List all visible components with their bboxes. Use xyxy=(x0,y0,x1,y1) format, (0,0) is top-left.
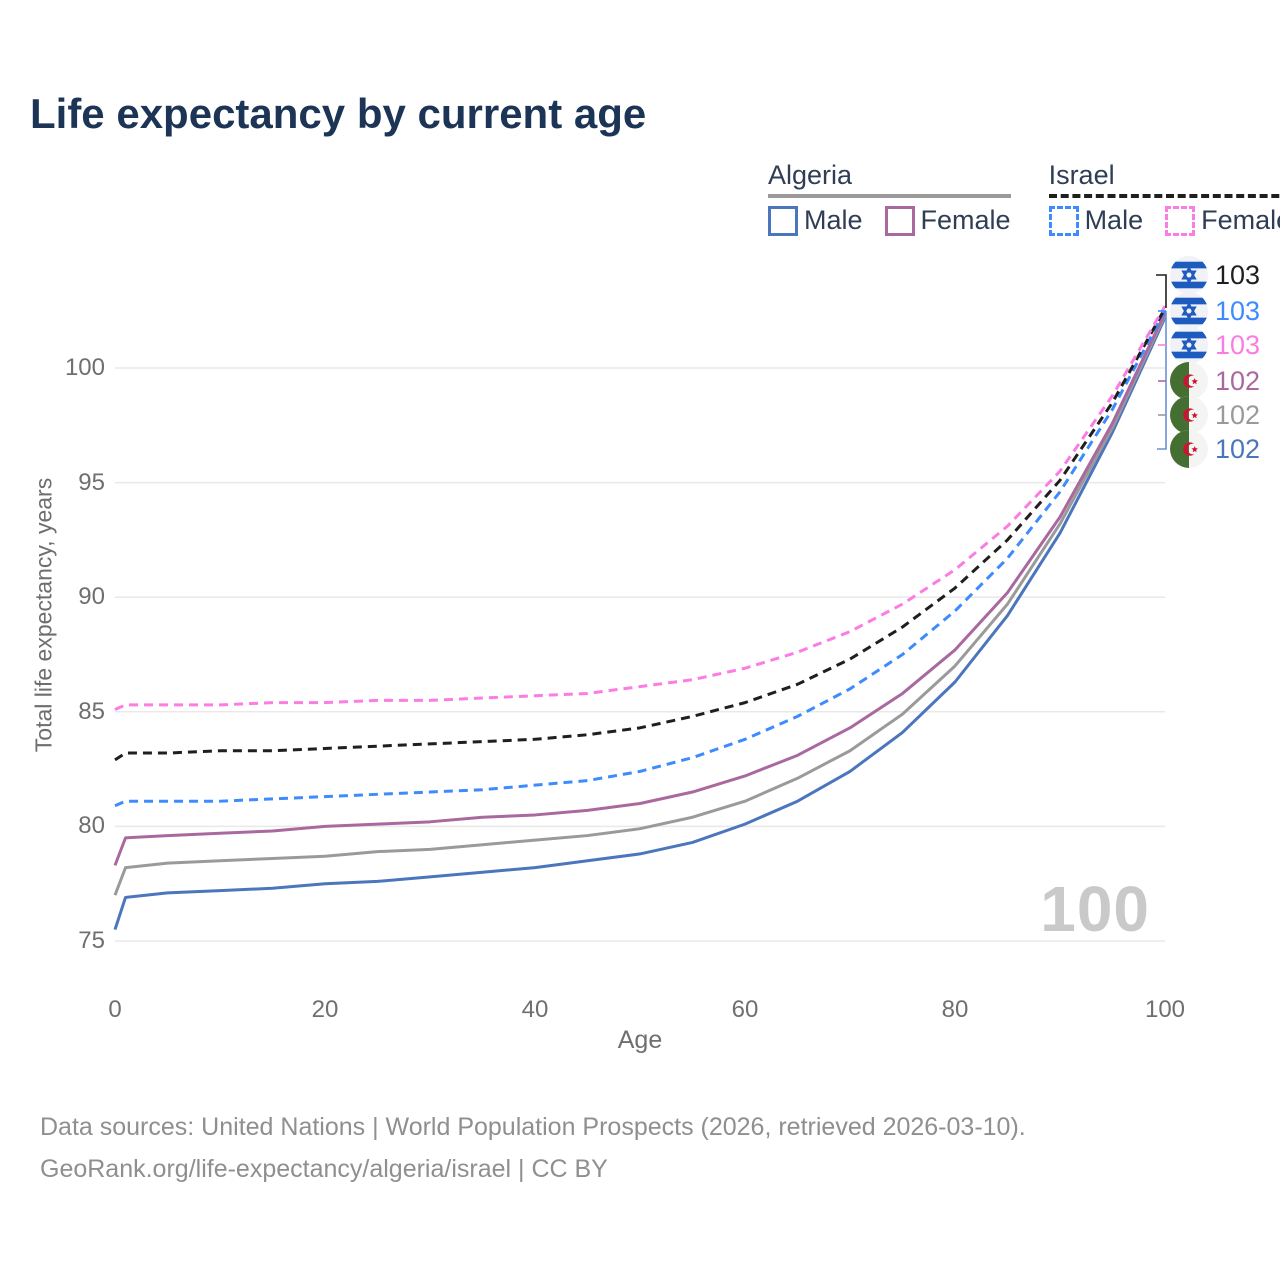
y-axis-tick-80: 80 xyxy=(78,812,105,840)
legend-item-label: Male xyxy=(1084,205,1144,235)
algeria-flag-icon xyxy=(1170,362,1208,400)
legend-item-label: Female xyxy=(920,205,1011,235)
series-line-algeria-all[interactable] xyxy=(113,314,1167,896)
algeria-flag-icon xyxy=(1170,430,1208,468)
series-line-israel-female[interactable] xyxy=(114,305,1167,711)
legend-item-label: Female xyxy=(1201,205,1280,235)
legend-item-algeria-male[interactable]: Male xyxy=(768,205,863,236)
legend-country-algeria[interactable]: Algeria xyxy=(768,160,1011,198)
footer-url-line: GeoRank.org/life-expectancy/algeria/isra… xyxy=(40,1155,608,1183)
legend-item-algeria-female[interactable]: Female xyxy=(884,205,1011,236)
end-label-value: 103 xyxy=(1215,259,1261,290)
algeria-female-swatch xyxy=(884,205,915,236)
legend-item-label: Male xyxy=(804,205,863,235)
legend-item-israel-male[interactable]: Male xyxy=(1048,205,1144,236)
legend: Algeria Male Female Israel xyxy=(768,160,1280,236)
series-line-algeria-female[interactable] xyxy=(113,312,1167,866)
end-label-value: 103 xyxy=(1215,329,1261,360)
end-label-value: 102 xyxy=(1215,365,1261,396)
legend-country-israel[interactable]: Israel xyxy=(1048,160,1280,198)
series-line-israel-all[interactable] xyxy=(114,307,1167,762)
legend-country-israel-label: Israel xyxy=(1048,160,1115,190)
end-label-value: 102 xyxy=(1215,433,1261,464)
end-label-algeria-male: 102 xyxy=(1170,430,1260,468)
footer-sources-line: Data sources: United Nations | World Pop… xyxy=(40,1113,1026,1141)
x-axis-title: Age xyxy=(617,1026,663,1054)
end-label-israel-all: 103 xyxy=(1170,256,1260,294)
israel-female-swatch xyxy=(1165,205,1196,236)
x-axis-tick-40: 40 xyxy=(521,996,549,1023)
legend-group-israel: Israel Male Female xyxy=(1048,160,1280,236)
footer: Data sources: United Nations | World Pop… xyxy=(40,1106,1026,1190)
x-axis-tick-80: 80 xyxy=(941,996,969,1023)
end-label-israel-female: 103 xyxy=(1170,326,1260,364)
y-axis-tick-100: 100 xyxy=(64,354,105,381)
israel-flag-icon xyxy=(1170,256,1208,294)
leader-line-blue xyxy=(1157,311,1167,450)
hover-age-watermark: 100 xyxy=(1040,873,1150,945)
page-title: Life expectancy by current age xyxy=(30,90,647,137)
israel-flag-icon xyxy=(1170,326,1208,364)
legend-item-israel-female[interactable]: Female xyxy=(1165,205,1280,236)
series-line-israel-male[interactable] xyxy=(114,309,1167,808)
israel-line-style-swatch xyxy=(1048,194,1280,198)
legend-country-algeria-label: Algeria xyxy=(768,160,853,190)
y-axis-tick-90: 90 xyxy=(78,583,105,611)
legend-group-algeria: Algeria Male Female xyxy=(768,160,1011,236)
x-axis-tick-20: 20 xyxy=(311,996,339,1023)
x-axis-tick-0: 0 xyxy=(108,996,122,1023)
end-label-algeria-female: 102 xyxy=(1170,362,1260,400)
end-label-value: 103 xyxy=(1215,295,1261,326)
y-axis-tick-85: 85 xyxy=(78,697,105,725)
israel-male-swatch xyxy=(1048,205,1079,236)
end-label-algeria-all: 102 xyxy=(1170,396,1260,434)
series-line-algeria-male[interactable] xyxy=(113,316,1167,931)
end-label-israel-male: 103 xyxy=(1170,292,1260,330)
x-axis-tick-100: 100 xyxy=(1144,996,1186,1023)
end-label-value: 102 xyxy=(1215,399,1261,430)
y-axis-tick-75: 75 xyxy=(78,927,105,954)
israel-flag-icon xyxy=(1170,292,1208,330)
leader-line-black xyxy=(1156,274,1167,308)
algeria-male-swatch xyxy=(768,205,798,236)
algeria-flag-icon xyxy=(1170,396,1208,434)
x-axis-tick-60: 60 xyxy=(731,996,759,1023)
algeria-line-style-swatch xyxy=(768,194,1011,198)
y-axis-tick-95: 95 xyxy=(78,468,105,496)
